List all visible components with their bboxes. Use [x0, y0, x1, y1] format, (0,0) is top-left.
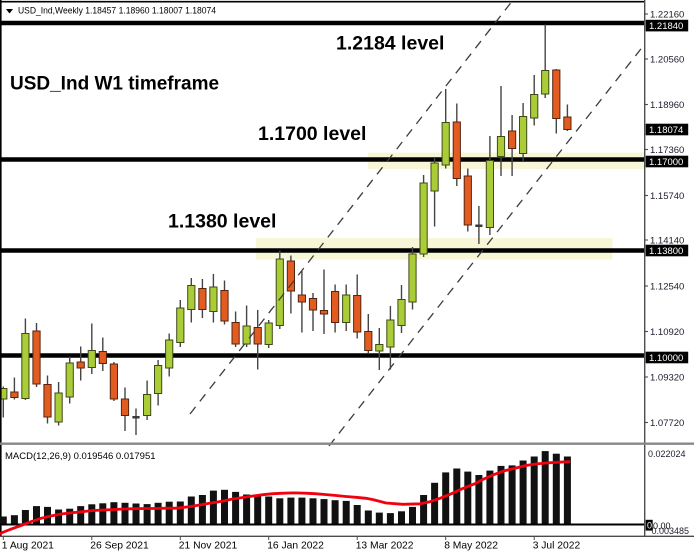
svg-text:1.18074: 1.18074: [649, 125, 683, 136]
svg-text:1.13800: 1.13800: [649, 246, 683, 257]
svg-text:1.20560: 1.20560: [650, 54, 684, 65]
svg-text:1.12540: 1.12540: [650, 281, 684, 292]
svg-text:0.022024: 0.022024: [648, 449, 686, 459]
svg-text:MACD(12,26,9) 0.019546 0.01795: MACD(12,26,9) 0.019546 0.017951: [5, 451, 156, 462]
svg-text:USD_Ind W1 timeframe: USD_Ind W1 timeframe: [10, 74, 219, 95]
svg-text:16 Jan 2022: 16 Jan 2022: [267, 541, 324, 552]
svg-text:1.2184 level: 1.2184 level: [336, 32, 444, 54]
svg-text:3 Jul 2022: 3 Jul 2022: [533, 541, 581, 552]
svg-text:0.003485: 0.003485: [652, 526, 690, 536]
svg-text:1.21840: 1.21840: [649, 21, 683, 32]
svg-text:8 May 2022: 8 May 2022: [444, 541, 498, 552]
svg-text:1.1380 level: 1.1380 level: [168, 210, 276, 232]
svg-text:1.10000: 1.10000: [649, 353, 683, 364]
svg-text:1.1700 level: 1.1700 level: [258, 123, 366, 145]
svg-text:13 Mar 2022: 13 Mar 2022: [356, 541, 414, 552]
svg-text:1.10920: 1.10920: [650, 327, 684, 338]
svg-text:USD_Ind,Weekly 1.18457 1.1896: USD_Ind,Weekly 1.18457 1.18960 1.18007 1…: [18, 5, 217, 16]
svg-text:1.17000: 1.17000: [649, 157, 683, 168]
svg-text:1.14140: 1.14140: [650, 235, 684, 246]
svg-text:1.15740: 1.15740: [650, 191, 684, 202]
svg-text:0: 0: [647, 521, 652, 531]
svg-text:0.00: 0.00: [653, 521, 671, 531]
svg-text:1.18960: 1.18960: [650, 100, 684, 111]
svg-text:26 Sep 2021: 26 Sep 2021: [90, 541, 149, 552]
svg-text:21 Nov 2021: 21 Nov 2021: [179, 541, 238, 552]
svg-text:1.22160: 1.22160: [650, 9, 684, 20]
svg-text:1.07720: 1.07720: [650, 418, 684, 429]
svg-text:1.09320: 1.09320: [650, 372, 684, 383]
svg-text:1 Aug 2021: 1 Aug 2021: [2, 541, 54, 552]
svg-text:1.17360: 1.17360: [650, 145, 684, 156]
